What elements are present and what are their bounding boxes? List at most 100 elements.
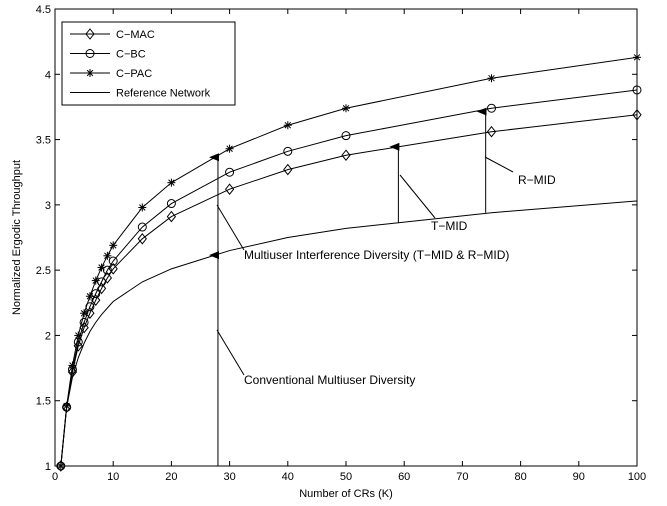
- x-tick-label: 30: [223, 471, 235, 483]
- data-point: [108, 256, 118, 266]
- data-point: [225, 144, 234, 153]
- y-tick-label: 3.5: [36, 135, 51, 147]
- data-point: [68, 361, 77, 370]
- data-point: [487, 103, 496, 113]
- y-tick-label: 1: [45, 461, 51, 473]
- star-stroke: [139, 204, 146, 211]
- star-stroke: [69, 362, 76, 369]
- annotation-tmid: T−MID: [431, 219, 468, 233]
- data-point: [633, 53, 641, 62]
- legend-entry: C−BC: [70, 49, 146, 61]
- star-stroke: [98, 264, 105, 271]
- data-point: [341, 131, 351, 141]
- y-tick-label: 2.5: [36, 265, 51, 277]
- x-tick-label: 40: [282, 471, 294, 483]
- star-stroke: [284, 121, 292, 129]
- x-tick-label: 100: [628, 471, 646, 483]
- data-point: [137, 222, 147, 232]
- x-tick-label: 20: [165, 471, 177, 483]
- data-point: [283, 121, 292, 130]
- annotation-conventional: Conventional Multiuser Diversity: [244, 373, 415, 387]
- legend-label: Reference Network: [116, 88, 211, 100]
- legend-marker: [85, 49, 95, 58]
- leader-conventional: [216, 329, 245, 376]
- data-point: [341, 149, 351, 162]
- data-point: [102, 265, 112, 275]
- data-point: [166, 210, 177, 223]
- data-point: [80, 309, 89, 318]
- leader-rmid: [484, 156, 514, 173]
- star-stroke: [86, 69, 94, 77]
- y-tick-label: 1.5: [36, 396, 51, 408]
- data-point: [167, 178, 176, 187]
- x-tick-label: 80: [514, 471, 526, 483]
- annotation-rmid: R−MID: [518, 173, 556, 187]
- legend-marker: [86, 69, 94, 77]
- star-stroke: [226, 145, 233, 152]
- data-point: [103, 251, 112, 260]
- data-point: [73, 340, 83, 352]
- leader-tmid: [399, 174, 436, 219]
- legend: C−MAC C−BC C−PAC Reference Network: [61, 21, 236, 106]
- star-stroke: [80, 309, 88, 317]
- data-point: [138, 203, 147, 212]
- data-point: [224, 183, 235, 195]
- data-point: [225, 167, 235, 177]
- data-point: [486, 125, 497, 138]
- data-point: [283, 163, 293, 176]
- legend-entry: C−MAC: [70, 28, 155, 41]
- series-c-pac: [56, 53, 641, 470]
- data-point: [283, 146, 293, 156]
- data-point: [85, 292, 94, 301]
- star-stroke: [104, 252, 111, 260]
- y-tick-label: 3: [45, 200, 51, 212]
- legend-label: C−MAC: [116, 29, 155, 41]
- x-tick-label: 10: [107, 471, 119, 483]
- data-point: [342, 104, 350, 113]
- data-point: [97, 263, 106, 272]
- star-stroke: [488, 74, 495, 82]
- data-point: [166, 199, 176, 209]
- annotations-group: Multiuser Interference Diversity (T−MID …: [208, 107, 556, 466]
- star-stroke: [109, 242, 117, 249]
- x-tick-label: 60: [398, 471, 410, 483]
- legend-entry: Reference Network: [70, 88, 211, 100]
- leader-mid: [216, 204, 245, 251]
- star-stroke: [342, 105, 350, 112]
- series-reference-network: [60, 200, 638, 467]
- legend-label: C−BC: [116, 49, 146, 61]
- series-line: [60, 200, 638, 467]
- x-axis-label: Number of CRs (K): [299, 488, 393, 500]
- data-point: [91, 289, 101, 299]
- star-stroke: [633, 54, 641, 61]
- data-point: [74, 331, 83, 340]
- x-tick-label: 0: [52, 471, 58, 483]
- legend-label: C−PAC: [116, 68, 152, 80]
- data-point: [487, 74, 496, 83]
- x-tick-label: 50: [340, 471, 352, 483]
- x-tick-label: 70: [456, 471, 468, 483]
- data-point: [632, 85, 642, 95]
- y-axis-label: Normalized Ergodic Throughput: [11, 160, 23, 315]
- data-point: [109, 241, 118, 250]
- series-line: [60, 114, 638, 467]
- data-point: [56, 460, 66, 472]
- data-point: [85, 307, 95, 320]
- legend-box: [61, 21, 236, 106]
- star-stroke: [75, 332, 82, 339]
- y-tick-label: 4: [45, 69, 51, 81]
- legend-marker: [85, 28, 95, 40]
- data-point: [91, 276, 100, 285]
- series-line: [60, 89, 638, 467]
- data-point: [79, 317, 89, 327]
- y-tick-label: 4.5: [36, 4, 51, 16]
- star-stroke: [92, 277, 99, 284]
- star-stroke: [168, 179, 175, 186]
- data-point: [137, 233, 147, 245]
- star-stroke: [86, 293, 94, 300]
- data-point: [632, 108, 642, 121]
- y-tick-label: 2: [45, 330, 51, 342]
- legend-entry: C−PAC: [70, 68, 152, 80]
